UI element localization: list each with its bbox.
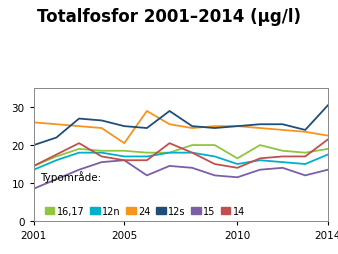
12n — [145, 155, 149, 158]
12n — [303, 163, 307, 166]
15 — [77, 168, 81, 171]
24 — [190, 127, 194, 130]
15 — [326, 168, 330, 171]
12n — [213, 155, 217, 158]
Line: 24: 24 — [34, 112, 328, 144]
12n — [122, 155, 126, 158]
12n — [235, 163, 239, 166]
24 — [303, 131, 307, 134]
12s — [54, 136, 58, 139]
12s — [168, 110, 172, 113]
16,17 — [303, 152, 307, 155]
14 — [303, 155, 307, 158]
15 — [281, 167, 285, 170]
Legend: 16,17, 12n, 24, 12s, 15, 14: 16,17, 12n, 24, 12s, 15, 14 — [45, 206, 245, 216]
16,17 — [213, 144, 217, 147]
12s — [326, 104, 330, 107]
14 — [190, 152, 194, 155]
14 — [235, 167, 239, 170]
15 — [32, 187, 36, 190]
12n — [168, 152, 172, 155]
Line: 15: 15 — [34, 161, 328, 189]
16,17 — [77, 148, 81, 151]
16,17 — [32, 165, 36, 168]
14 — [258, 157, 262, 160]
Line: 12s: 12s — [34, 106, 328, 146]
12n — [326, 153, 330, 156]
14 — [168, 142, 172, 145]
16,17 — [100, 150, 104, 153]
16,17 — [122, 150, 126, 153]
16,17 — [235, 157, 239, 160]
24 — [122, 142, 126, 145]
24 — [100, 127, 104, 130]
14 — [122, 159, 126, 162]
12s — [235, 125, 239, 128]
14 — [77, 142, 81, 145]
24 — [281, 129, 285, 132]
24 — [54, 123, 58, 126]
24 — [326, 135, 330, 138]
12s — [100, 119, 104, 122]
15 — [190, 167, 194, 170]
16,17 — [281, 150, 285, 153]
15 — [213, 174, 217, 177]
Line: 14: 14 — [34, 140, 328, 168]
12s — [303, 129, 307, 132]
15 — [54, 178, 58, 181]
15 — [168, 165, 172, 168]
12s — [258, 123, 262, 126]
16,17 — [258, 144, 262, 147]
24 — [77, 125, 81, 128]
15 — [258, 168, 262, 171]
12s — [32, 144, 36, 147]
14 — [100, 155, 104, 158]
12n — [32, 168, 36, 171]
15 — [122, 159, 126, 162]
14 — [32, 165, 36, 168]
15 — [145, 174, 149, 177]
12s — [213, 127, 217, 130]
12s — [77, 118, 81, 121]
24 — [145, 110, 149, 113]
16,17 — [54, 155, 58, 158]
12s — [281, 123, 285, 126]
12n — [190, 152, 194, 155]
16,17 — [145, 152, 149, 155]
12n — [54, 159, 58, 162]
12s — [145, 127, 149, 130]
14 — [326, 138, 330, 141]
24 — [213, 125, 217, 128]
24 — [32, 121, 36, 124]
12n — [258, 159, 262, 162]
14 — [281, 155, 285, 158]
Line: 16,17: 16,17 — [34, 146, 328, 166]
14 — [145, 159, 149, 162]
24 — [168, 123, 172, 126]
Text: Totalfosfor 2001–2014 (µg/l): Totalfosfor 2001–2014 (µg/l) — [37, 8, 301, 26]
16,17 — [190, 144, 194, 147]
12n — [281, 161, 285, 164]
15 — [100, 161, 104, 164]
15 — [303, 174, 307, 177]
12s — [122, 125, 126, 128]
24 — [235, 125, 239, 128]
12n — [77, 152, 81, 155]
Text: Typområde:: Typområde: — [40, 171, 101, 183]
16,17 — [326, 148, 330, 151]
14 — [54, 153, 58, 156]
24 — [258, 127, 262, 130]
16,17 — [168, 152, 172, 155]
Line: 12n: 12n — [34, 153, 328, 170]
12n — [100, 152, 104, 155]
15 — [235, 176, 239, 179]
14 — [213, 163, 217, 166]
12s — [190, 125, 194, 128]
